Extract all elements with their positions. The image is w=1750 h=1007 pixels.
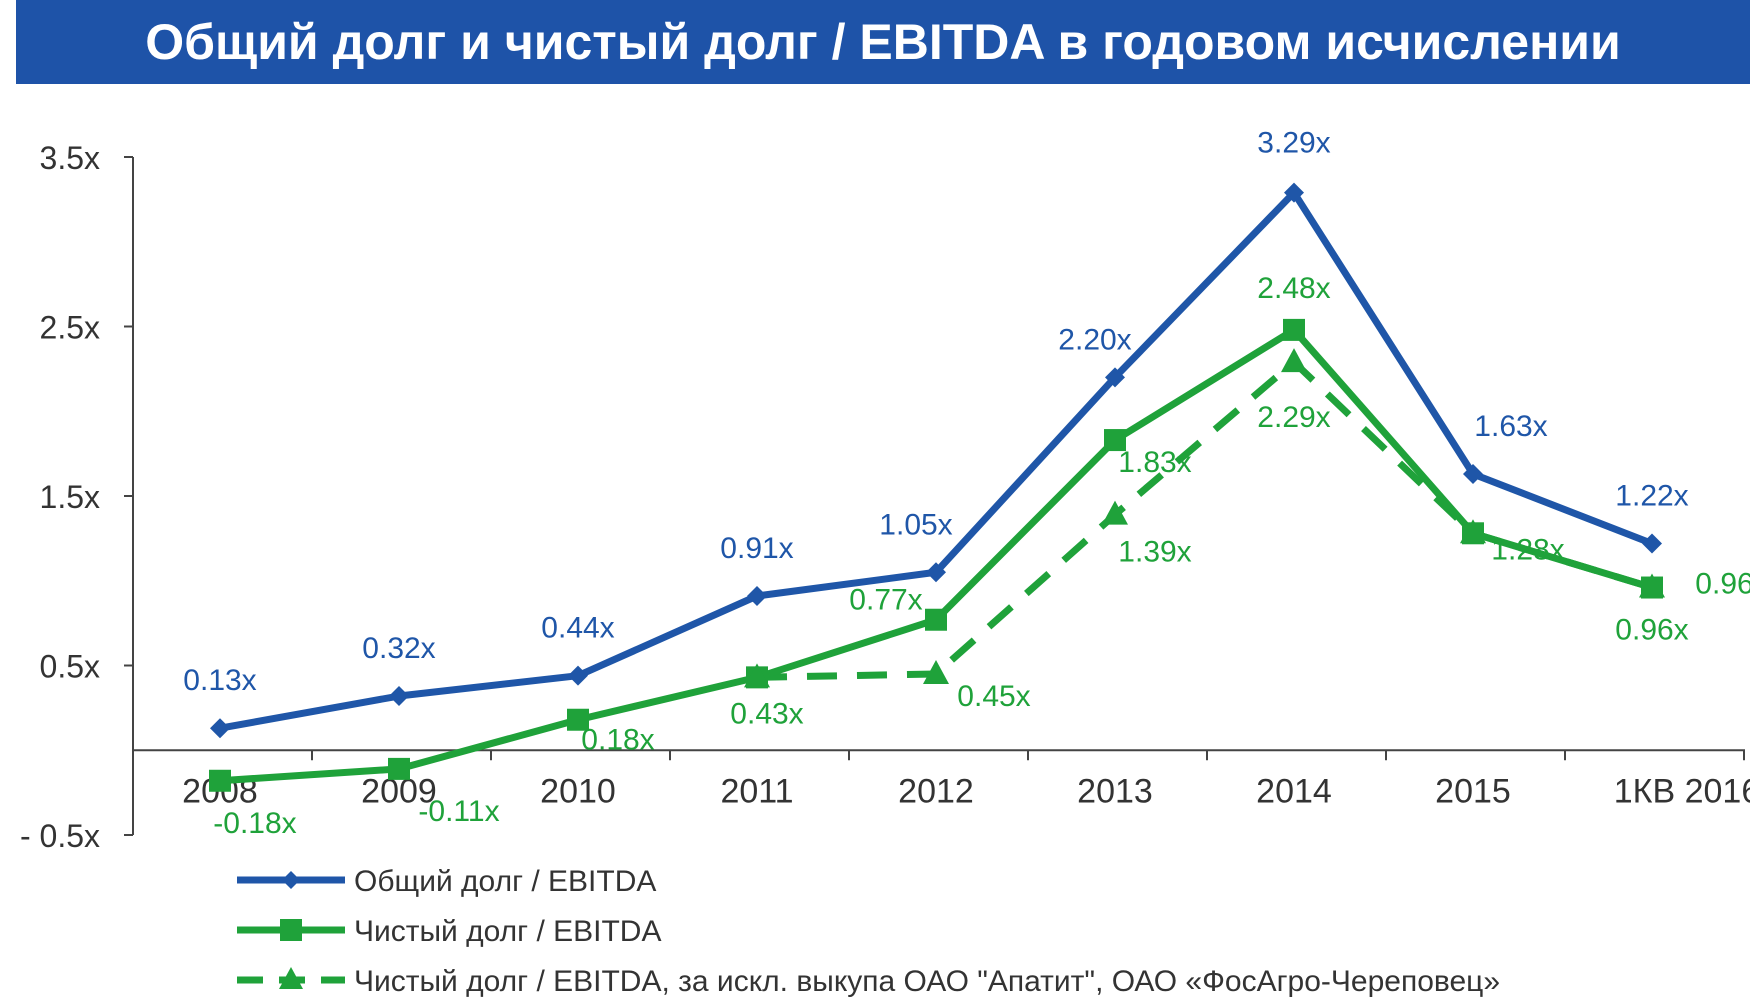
legend-marker xyxy=(280,919,302,941)
data-label: 0.77x xyxy=(849,584,922,617)
x-tick-label: 1КВ 2016 xyxy=(1614,772,1750,810)
data-label: 0.96x xyxy=(1695,568,1750,601)
data-label: 0.18x xyxy=(581,724,654,757)
data-label: 0.91x xyxy=(720,532,793,565)
data-label: 1.05x xyxy=(879,508,952,541)
data-point xyxy=(1283,318,1305,341)
data-point xyxy=(1284,182,1304,203)
x-tick-label: 2010 xyxy=(540,772,616,810)
data-point xyxy=(747,586,767,607)
x-tick-label: 2014 xyxy=(1256,772,1332,810)
data-label: -0.11x xyxy=(418,795,499,828)
data-label: 2.29x xyxy=(1257,401,1330,434)
x-tick-label: 2012 xyxy=(898,772,974,810)
data-label: 1.39x xyxy=(1118,536,1191,569)
data-label: 0.32x xyxy=(362,632,435,665)
y-tick-label: 3.5x xyxy=(40,140,100,176)
data-point xyxy=(925,608,947,631)
data-point xyxy=(567,708,589,731)
data-point xyxy=(923,659,949,684)
chart-title: Общий долг и чистый долг / EBITDA в годо… xyxy=(16,0,1750,84)
data-point xyxy=(568,665,588,686)
data-point xyxy=(1102,500,1128,525)
data-label: 3.29x xyxy=(1257,127,1330,160)
data-point xyxy=(1463,463,1483,484)
legend-marker xyxy=(279,967,303,989)
data-point xyxy=(1105,367,1125,388)
x-tick-label: 2013 xyxy=(1077,772,1153,810)
data-point xyxy=(1460,519,1486,544)
data-point xyxy=(1642,533,1662,554)
data-label: 2.20x xyxy=(1058,323,1131,356)
data-point xyxy=(1281,348,1307,373)
data-label: 1.63x xyxy=(1474,410,1547,443)
data-point xyxy=(209,769,231,792)
data-label: 0.96x xyxy=(1615,614,1688,647)
data-point xyxy=(1104,429,1126,452)
series-line xyxy=(219,326,1654,785)
data-point xyxy=(389,686,409,707)
data-label: 0.45x xyxy=(957,680,1030,713)
data-label: 0.44x xyxy=(541,612,614,645)
data-point xyxy=(926,562,946,583)
legend-label: Чистый долг / EBITDA, за искл. выкупа ОА… xyxy=(354,965,1500,998)
legend-label: Чистый долг / EBITDA xyxy=(354,915,662,948)
data-point xyxy=(1639,573,1665,598)
y-tick-label: 1.5x xyxy=(40,479,100,515)
data-label: 0.43x xyxy=(730,697,803,730)
data-label: 2.48x xyxy=(1257,272,1330,305)
data-point xyxy=(388,757,410,780)
y-tick-label: 2.5x xyxy=(40,310,100,346)
x-tick-label: 2011 xyxy=(720,772,793,810)
data-label: 1.28x xyxy=(1491,533,1564,566)
data-label: 1.22x xyxy=(1615,479,1688,512)
data-label: 1.83x xyxy=(1118,446,1191,479)
data-label: 0.13x xyxy=(183,664,256,697)
legend-marker xyxy=(282,871,300,889)
data-label: -0.18x xyxy=(213,807,296,840)
legend-label: Общий долг / EBITDA xyxy=(354,865,656,898)
data-point xyxy=(210,718,230,739)
data-point xyxy=(744,663,770,688)
x-tick-label: 2015 xyxy=(1435,772,1511,810)
y-tick-label: 0.5x xyxy=(40,649,100,685)
y-tick-label: - 0.5x xyxy=(20,818,100,854)
